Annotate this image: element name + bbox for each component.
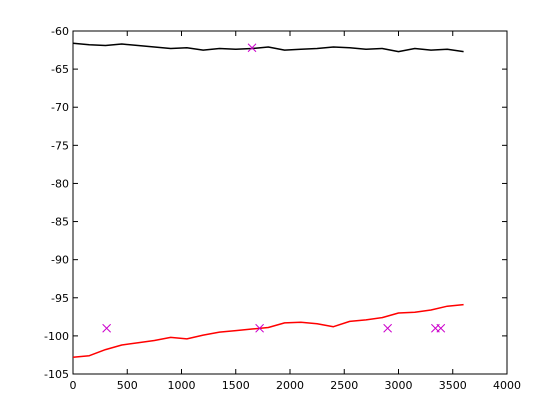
y-tick-label: -80 bbox=[51, 177, 69, 190]
x-tick-label: 1000 bbox=[168, 379, 196, 392]
y-tick-label: -100 bbox=[44, 330, 69, 343]
y-tick-label: -95 bbox=[51, 292, 69, 305]
y-tick-label: -75 bbox=[51, 139, 69, 152]
x-tick-label: 0 bbox=[70, 379, 77, 392]
x-tick-label: 500 bbox=[117, 379, 138, 392]
y-tick-label: -70 bbox=[51, 101, 69, 114]
x-tick-label: 3500 bbox=[439, 379, 467, 392]
x-tick-label: 1500 bbox=[222, 379, 250, 392]
y-tick-label: -90 bbox=[51, 254, 69, 267]
x-tick-label: 2000 bbox=[276, 379, 304, 392]
y-tick-label: -65 bbox=[51, 63, 69, 76]
y-tick-label: -105 bbox=[44, 368, 69, 381]
x-tick-label: 3000 bbox=[385, 379, 413, 392]
x-tick-label: 4000 bbox=[493, 379, 521, 392]
x-tick-label: 2500 bbox=[330, 379, 358, 392]
y-tick-label: -60 bbox=[51, 25, 69, 38]
y-tick-label: -85 bbox=[51, 216, 69, 229]
